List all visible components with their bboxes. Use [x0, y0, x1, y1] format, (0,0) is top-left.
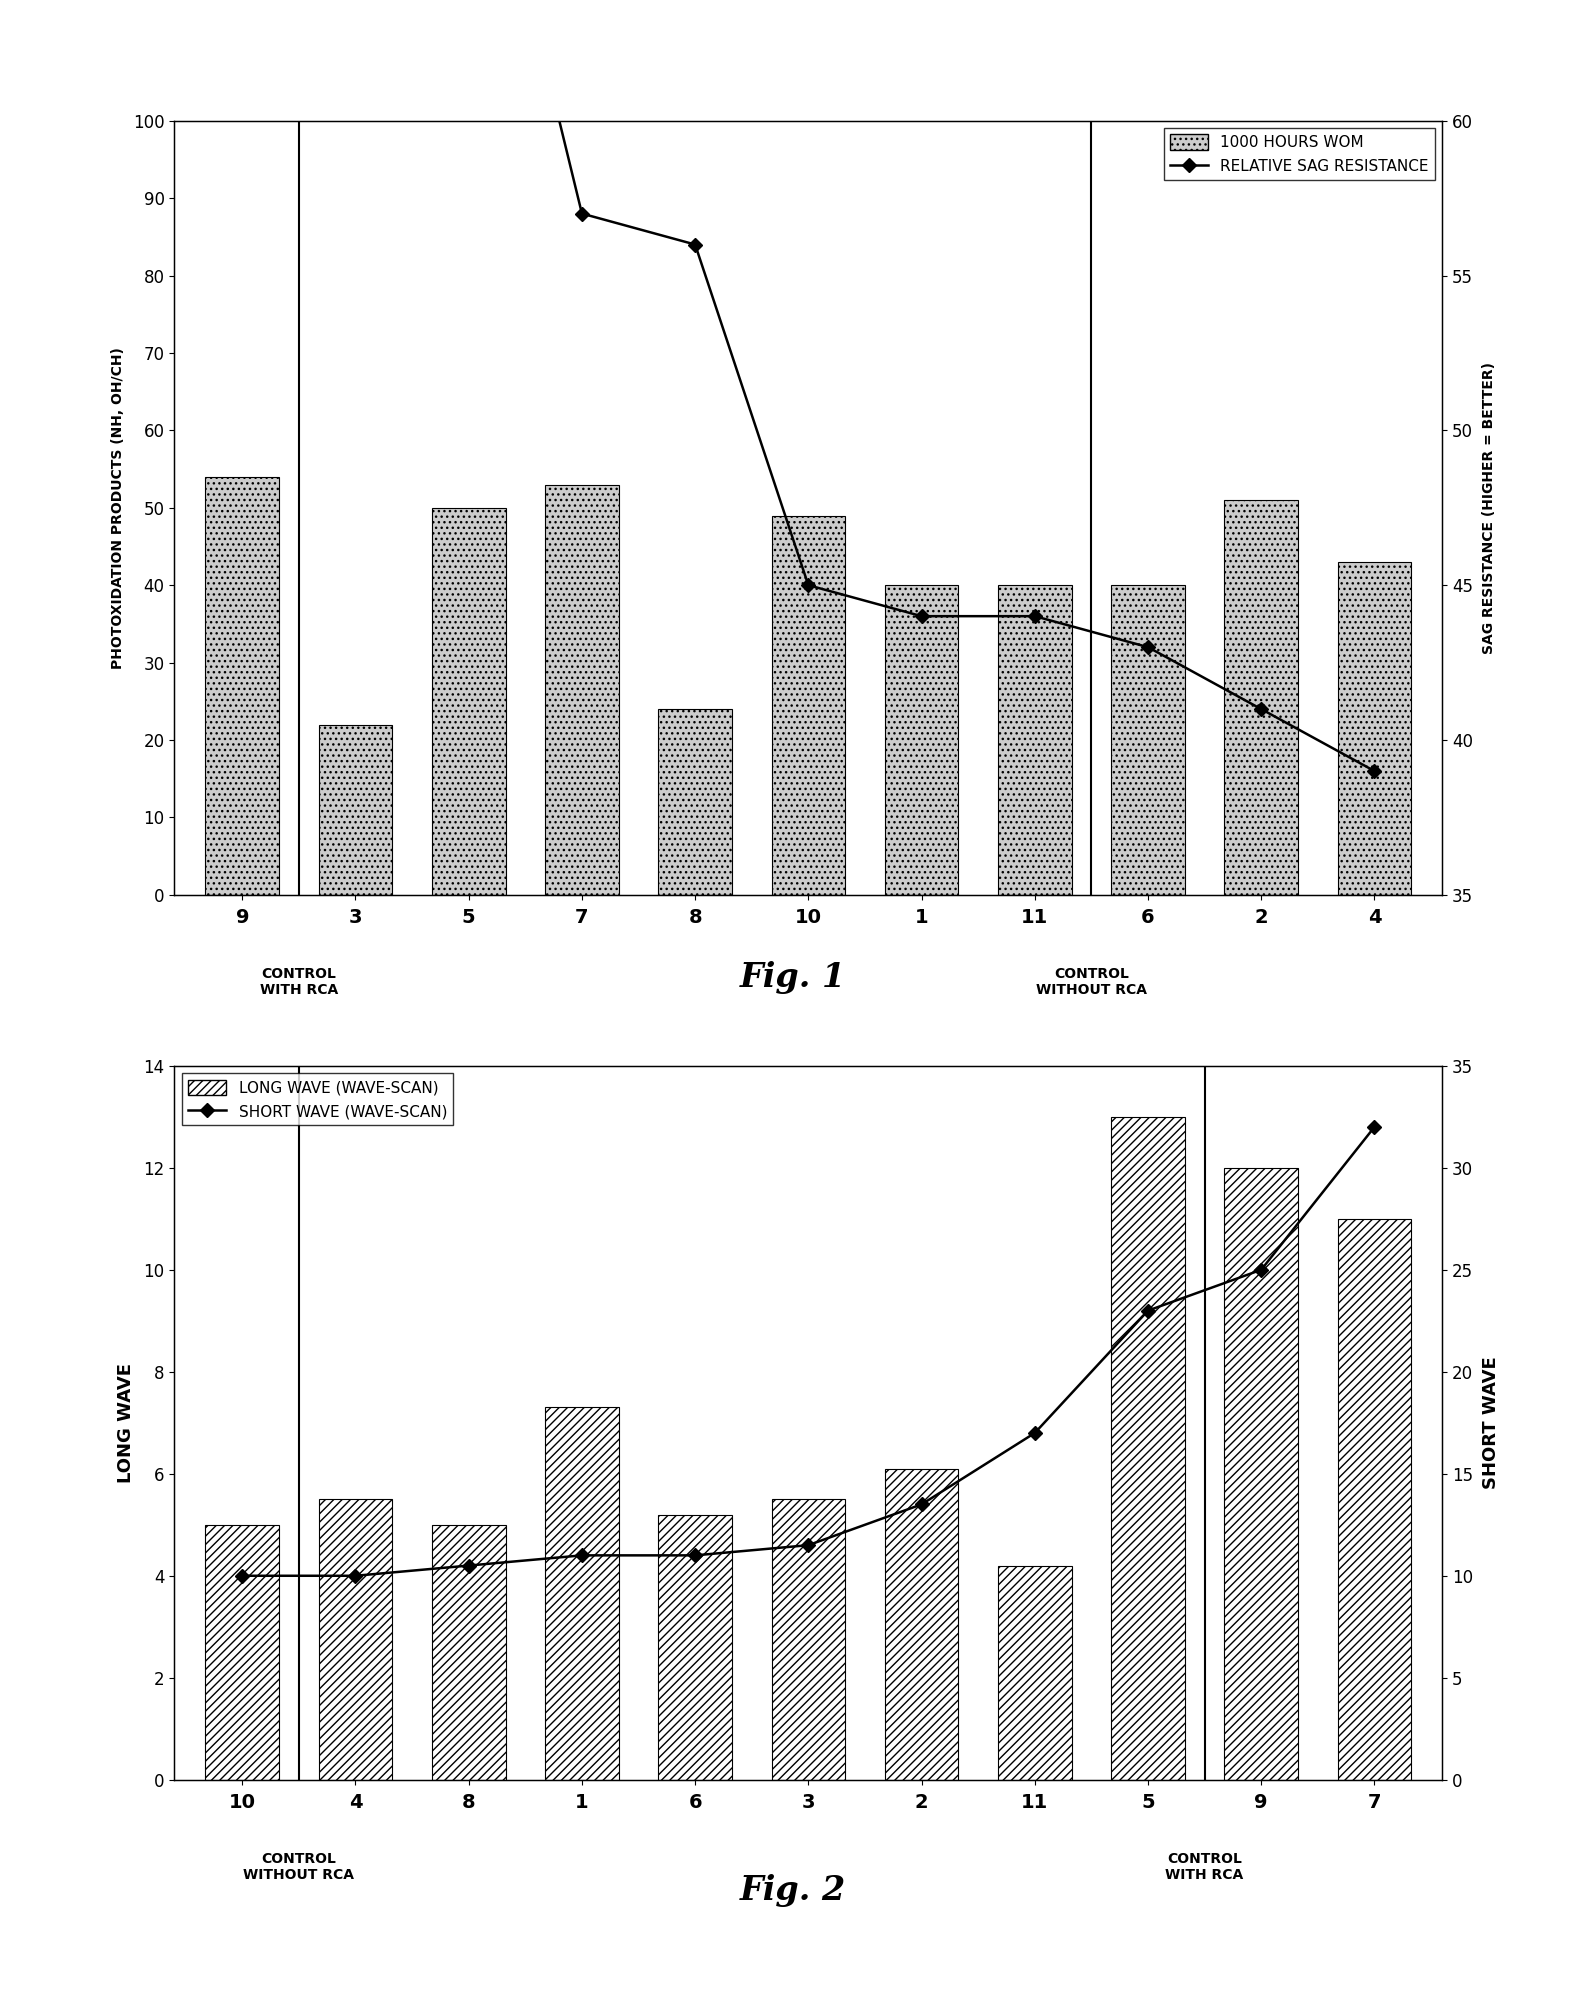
- Bar: [1338, 561, 1411, 895]
- Text: CONTROL
WITHOUT RCA: CONTROL WITHOUT RCA: [1037, 967, 1148, 997]
- Bar: [658, 1514, 732, 1780]
- Bar: [658, 710, 732, 895]
- Bar: [999, 1565, 1071, 1780]
- Bar: [431, 1524, 506, 1780]
- Bar: [999, 585, 1071, 895]
- Text: CONTROL
WITHOUT RCA: CONTROL WITHOUT RCA: [244, 1852, 355, 1882]
- Bar: [884, 585, 959, 895]
- Bar: [1338, 1219, 1411, 1780]
- Bar: [206, 1524, 279, 1780]
- Bar: [545, 485, 618, 895]
- Bar: [1225, 1168, 1298, 1780]
- Y-axis label: SAG RESISTANCE (HIGHER = BETTER): SAG RESISTANCE (HIGHER = BETTER): [1482, 362, 1496, 654]
- Bar: [545, 1408, 618, 1780]
- Bar: [884, 1468, 959, 1780]
- Y-axis label: SHORT WAVE: SHORT WAVE: [1482, 1355, 1499, 1490]
- Text: CONTROL
WITH RCA: CONTROL WITH RCA: [1165, 1852, 1244, 1882]
- Bar: [206, 477, 279, 895]
- Bar: [1111, 1116, 1184, 1780]
- Bar: [1225, 501, 1298, 895]
- Text: Fig. 2: Fig. 2: [739, 1874, 846, 1906]
- Text: CONTROL
WITH RCA: CONTROL WITH RCA: [260, 967, 338, 997]
- Text: Fig. 1: Fig. 1: [739, 961, 846, 993]
- Bar: [319, 1500, 393, 1780]
- Bar: [772, 1500, 845, 1780]
- Bar: [319, 724, 393, 895]
- Y-axis label: LONG WAVE: LONG WAVE: [117, 1363, 135, 1482]
- Legend: LONG WAVE (WAVE-SCAN), SHORT WAVE (WAVE-SCAN): LONG WAVE (WAVE-SCAN), SHORT WAVE (WAVE-…: [182, 1074, 453, 1126]
- Bar: [772, 515, 845, 895]
- Bar: [431, 509, 506, 895]
- Y-axis label: PHOTOXIDATION PRODUCTS (NH, OH/CH): PHOTOXIDATION PRODUCTS (NH, OH/CH): [111, 346, 125, 670]
- Legend: 1000 HOURS WOM, RELATIVE SAG RESISTANCE: 1000 HOURS WOM, RELATIVE SAG RESISTANCE: [1163, 129, 1434, 181]
- Bar: [1111, 585, 1184, 895]
